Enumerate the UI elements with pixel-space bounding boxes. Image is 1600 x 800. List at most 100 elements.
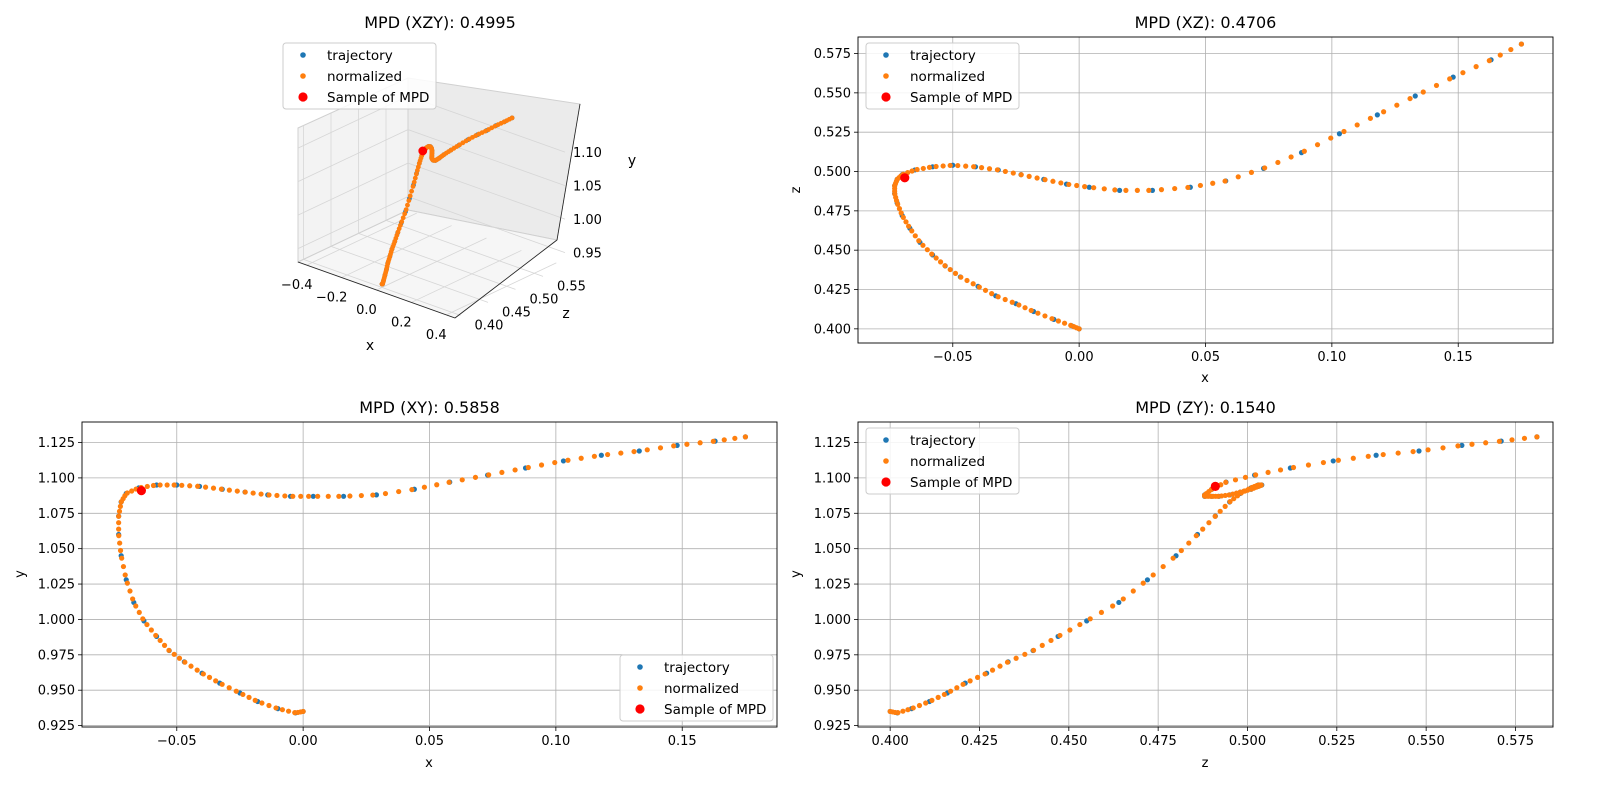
legend-frame	[865, 427, 1020, 495]
tick-label-x: 0.00	[289, 734, 318, 749]
normalized-point	[116, 513, 122, 519]
tick-label-y: 1.025	[814, 578, 851, 593]
tick-label-y: 0.500	[814, 165, 851, 180]
tick-label-x: 0.05	[1191, 350, 1220, 365]
normalized-point-3d	[410, 184, 416, 189]
normalized-point	[119, 555, 125, 561]
normalized-point	[1425, 447, 1431, 453]
legend-marker	[883, 437, 889, 443]
panel-title: MPD (ZY): 0.1540	[1135, 398, 1276, 417]
legend: trajectory normalized Sample of MPD	[619, 654, 774, 722]
tick-label-x: 0.450	[1050, 734, 1087, 749]
legend-label: Sample of MPD	[910, 90, 1012, 106]
normalized-point	[1460, 70, 1466, 76]
normalized-point	[116, 533, 122, 539]
tick-label-y: 0.950	[814, 684, 851, 699]
normalized-point	[226, 487, 232, 493]
normalized-point	[1440, 445, 1446, 451]
normalized-point	[1016, 302, 1022, 308]
normalized-point	[409, 486, 415, 493]
normalized-point	[935, 694, 941, 700]
panels-2d: −0.05 0.00 0.05 0.10 0.15 0.400 0.425 0.450 0.47…	[13, 13, 1554, 771]
normalized-point	[1068, 322, 1074, 329]
normalized-point	[933, 163, 939, 170]
tick-label-x: 0.475	[1140, 734, 1177, 749]
normalized-point	[742, 434, 749, 440]
y-axis-label: y	[13, 570, 28, 578]
trajectory-point	[1330, 458, 1336, 464]
normalized-point-3d	[399, 219, 405, 225]
grid3d-x	[341, 225, 452, 278]
tick-label-y3d: 0.95	[573, 247, 602, 262]
tick-label-y: 1.100	[814, 471, 851, 486]
grid3d-x	[446, 262, 557, 316]
normalized-point	[171, 651, 177, 657]
normalized-point	[1447, 76, 1453, 82]
panel-xzy-xlabel: x	[366, 338, 374, 354]
tick-label-y: 0.975	[814, 648, 851, 663]
legend-marker	[881, 477, 891, 487]
normalized-point	[1227, 499, 1233, 505]
legend-frame	[865, 42, 1020, 110]
normalized-point	[486, 472, 492, 478]
normalized-point	[240, 691, 246, 698]
tick-label-y: 1.000	[38, 613, 75, 628]
normalized-point-3d	[405, 202, 410, 208]
normalized-point	[273, 705, 279, 711]
normalized-point	[924, 247, 930, 253]
tick-label-y: 0.425	[814, 283, 851, 298]
normalized-point	[1050, 178, 1056, 184]
normalized-point	[697, 440, 703, 446]
normalized-point	[1420, 89, 1426, 95]
normalized-point	[1087, 616, 1093, 622]
normalized-point	[226, 685, 232, 691]
legend-label: trajectory	[664, 660, 730, 676]
x-axis-label: x	[1201, 371, 1209, 386]
tick-label-x: 0.00	[1065, 350, 1094, 365]
tick-label-x3d: −0.2	[316, 291, 348, 306]
tick-label-y3d: 1.00	[573, 213, 602, 228]
normalized-point	[171, 482, 177, 488]
tick-label-x3d: 0.4	[426, 328, 447, 343]
normalized-point	[954, 685, 960, 691]
normalized-point	[948, 688, 954, 694]
trajectory-point	[636, 448, 642, 454]
normalized-point	[148, 627, 154, 633]
grid3d-x	[376, 237, 487, 291]
normalized-point	[1134, 187, 1140, 193]
normalized-point	[1061, 320, 1068, 326]
normalized-point	[986, 166, 993, 172]
trajectory-point	[1459, 442, 1465, 448]
tick-label-y: 0.925	[814, 719, 851, 734]
panel-xzy-zlabel: z	[562, 306, 569, 322]
normalized-point	[1110, 603, 1116, 609]
tick-label-y: 1.075	[38, 507, 75, 522]
grid3d-y	[297, 162, 566, 220]
normalized-point	[1350, 455, 1356, 461]
normalized-point	[1055, 318, 1062, 324]
normalized-point	[1186, 540, 1192, 546]
normalized-point	[916, 238, 922, 244]
normalized-point	[315, 493, 321, 499]
normalized-point	[710, 438, 716, 444]
normalized-point	[929, 697, 935, 703]
normalized-point	[176, 655, 183, 661]
normalized-point	[1521, 435, 1528, 441]
normalized-point	[923, 700, 929, 706]
grid3d-y	[297, 129, 566, 186]
normalized-point	[947, 162, 953, 169]
normalized-point	[446, 479, 452, 485]
normalized-point	[920, 242, 926, 248]
legend-frame	[619, 654, 774, 722]
normalized-point	[1328, 135, 1334, 141]
legend-label: Sample of MPD	[664, 702, 766, 718]
normalized-point	[206, 674, 213, 680]
normalized-point	[279, 707, 286, 713]
normalized-point	[1365, 453, 1371, 459]
normalized-point	[1130, 588, 1136, 594]
normalized-point	[1028, 307, 1034, 314]
tick-label-x: 0.15	[668, 734, 697, 749]
normalized-point	[117, 540, 123, 546]
normalized-point	[1473, 64, 1479, 70]
